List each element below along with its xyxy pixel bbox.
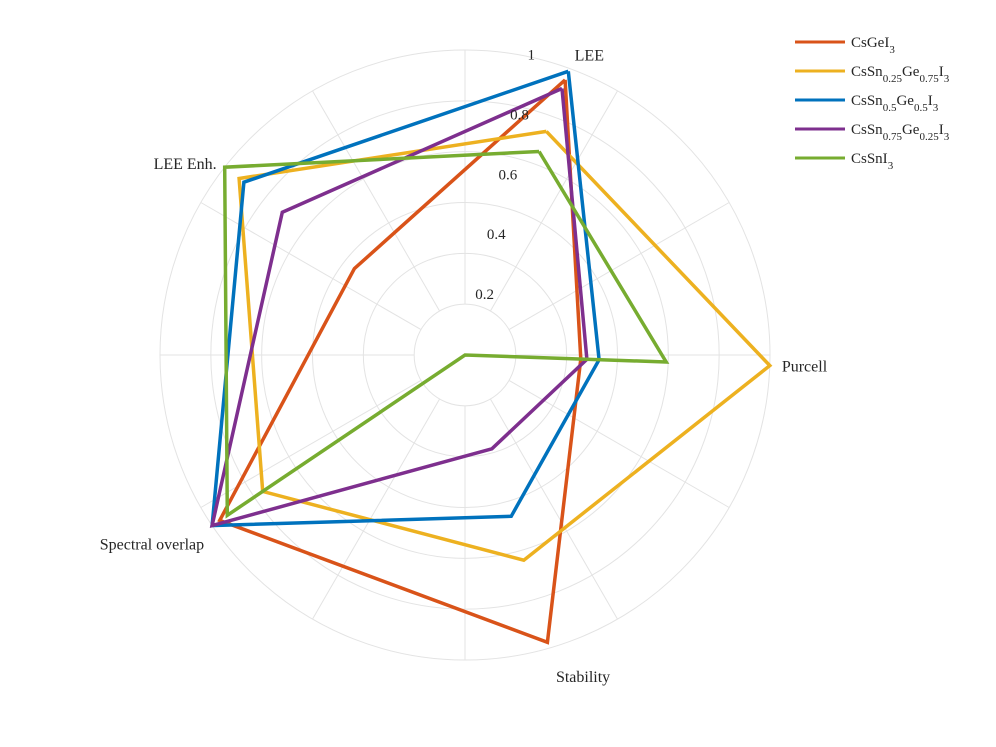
axis-labels: LEE Purcell Stability Spectral overlap LEE E… bbox=[100, 47, 828, 686]
series-lines bbox=[209, 69, 773, 645]
series-line-1 bbox=[237, 129, 773, 563]
radial-tick-labels: 0.2 0.4 0.6 0.8 1 bbox=[475, 48, 535, 304]
legend-entry-3: CsSn0.75Ge0.25I3 bbox=[851, 122, 950, 143]
legend-entry-1: CsSn0.25Ge0.75I3 bbox=[851, 64, 950, 85]
grid-spoke bbox=[200, 202, 422, 331]
legend-entry-2: CsSn0.5Ge0.5I3 bbox=[851, 93, 939, 114]
radial-tick-label: 0.4 bbox=[487, 227, 506, 243]
grid-spoke bbox=[508, 202, 730, 331]
axis-label-1: Purcell bbox=[782, 359, 828, 376]
series-line-3 bbox=[209, 86, 589, 529]
axis-label-3: Spectral overlap bbox=[100, 537, 204, 554]
series-line-4 bbox=[222, 149, 670, 519]
radial-tick-label: 0.8 bbox=[510, 107, 529, 123]
axis-label-2: Stability bbox=[556, 669, 610, 686]
axis-label-4: LEE Enh. bbox=[154, 156, 217, 173]
grid-spoke bbox=[508, 379, 730, 508]
grid-spoke bbox=[489, 90, 618, 312]
legend-entry-4: CsSnI3 bbox=[851, 151, 894, 172]
radial-tick-label: 0.6 bbox=[499, 167, 518, 183]
legend: CsGeI3 CsSn0.25Ge0.75I3 CsSn0.5Ge0.5I3 CsSn… bbox=[795, 35, 950, 172]
grid-spoke bbox=[489, 398, 618, 620]
radial-tick-label: 1 bbox=[527, 48, 535, 64]
series-line-0 bbox=[217, 78, 583, 645]
axis-label-0: LEE bbox=[575, 47, 604, 64]
radial-tick-label: 0.2 bbox=[475, 287, 494, 303]
grid-spoke bbox=[312, 398, 441, 620]
grid-spoke bbox=[312, 90, 441, 312]
legend-entry-0: CsGeI3 bbox=[851, 35, 895, 56]
